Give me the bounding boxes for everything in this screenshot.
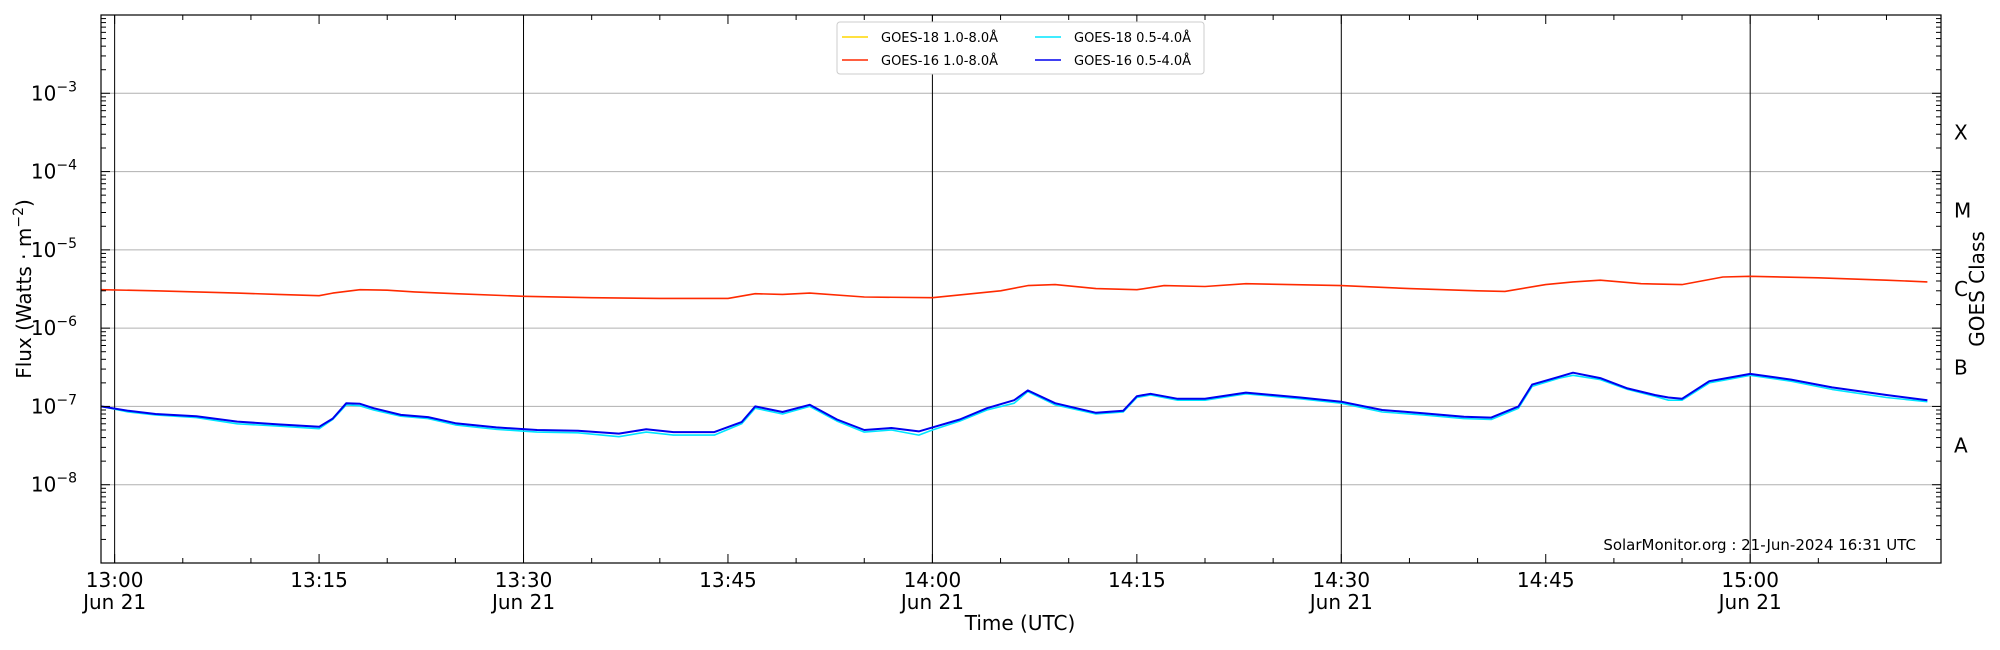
series-line-0 bbox=[100, 275, 1928, 300]
x-tick-date-label: Jun 21 bbox=[490, 590, 555, 614]
credit-text: SolarMonitor.org : 21-Jun-2024 16:31 UTC bbox=[1603, 536, 1916, 554]
legend-label-goes18-short: GOES-18 0.5-4.0Å bbox=[1074, 30, 1191, 46]
y-tick-label: 10−6 bbox=[31, 314, 77, 340]
grid-layer bbox=[101, 15, 1941, 563]
y-tick-label: 10−3 bbox=[31, 79, 77, 105]
series-line-2 bbox=[100, 371, 1928, 435]
x-tick-date-label: Jun 21 bbox=[1717, 590, 1782, 614]
y-tick-label-base: 10 bbox=[31, 238, 56, 262]
y-axis-title-exponent: −2 bbox=[11, 207, 27, 228]
goes-class-label: C bbox=[1954, 277, 1968, 301]
series-line-1 bbox=[100, 374, 1928, 438]
goes-class-label: X bbox=[1954, 120, 1968, 144]
y-tick-label: 10−7 bbox=[31, 392, 77, 418]
legend-label-goes16-short: GOES-16 0.5-4.0Å bbox=[1074, 53, 1191, 69]
x-tick-label: 14:00 bbox=[904, 568, 962, 592]
x-tick-label: 13:45 bbox=[699, 568, 757, 592]
legend-label-goes18-long: GOES-18 1.0-8.0Å bbox=[881, 30, 998, 46]
y-tick-label-exponent: −8 bbox=[56, 471, 77, 487]
y-tick-label-base: 10 bbox=[31, 394, 56, 418]
y-axis-title-main: Flux (Watts · m bbox=[12, 228, 36, 379]
x-tick-label: 14:45 bbox=[1517, 568, 1575, 592]
y-tick-label-exponent: −7 bbox=[56, 392, 77, 408]
x-tick-label: 14:15 bbox=[1108, 568, 1166, 592]
y-tick-label: 10−8 bbox=[31, 471, 77, 497]
goes-class-label: M bbox=[1954, 199, 1971, 223]
y-tick-label-base: 10 bbox=[31, 473, 56, 497]
y-tick-label-base: 10 bbox=[31, 81, 56, 105]
y-axis-title-close: ) bbox=[12, 199, 36, 207]
x-tick-date-label: Jun 21 bbox=[81, 590, 146, 614]
plot-frame bbox=[100, 14, 1942, 564]
legend-label-goes16-long: GOES-16 1.0-8.0Å bbox=[881, 53, 998, 69]
y-tick-label-base: 10 bbox=[31, 160, 56, 184]
x-tick-label: 15:00 bbox=[1721, 568, 1779, 592]
x-axis-title: Time (UTC) bbox=[964, 611, 1076, 635]
right-axis-title: GOES Class bbox=[1965, 231, 1989, 347]
y-tick-label: 10−5 bbox=[31, 236, 77, 262]
y-tick-label-exponent: −5 bbox=[56, 236, 77, 252]
series-layer bbox=[100, 275, 1928, 438]
x-tick-label: 13:15 bbox=[290, 568, 348, 592]
legend: GOES-18 1.0-8.0Å GOES-18 0.5-4.0Å GOES-1… bbox=[836, 21, 1205, 75]
x-tick-label: 13:30 bbox=[495, 568, 553, 592]
y-tick-label-exponent: −6 bbox=[56, 314, 77, 330]
y-tick-label: 10−4 bbox=[31, 158, 77, 184]
legend-box bbox=[836, 21, 1205, 75]
x-tick-date-label: Jun 21 bbox=[899, 590, 964, 614]
x-tick-label: 14:30 bbox=[1312, 568, 1370, 592]
x-tick-label: 13:00 bbox=[86, 568, 144, 592]
goes-class-label: A bbox=[1954, 434, 1968, 458]
y-tick-label-exponent: −4 bbox=[56, 158, 77, 174]
goes-class-label: B bbox=[1954, 355, 1968, 379]
y-tick-label-exponent: −3 bbox=[56, 79, 77, 95]
y-axis-title: Flux (Watts · m−2) bbox=[11, 199, 36, 379]
x-tick-date-label: Jun 21 bbox=[1308, 590, 1373, 614]
y-tick-label-base: 10 bbox=[31, 316, 56, 340]
